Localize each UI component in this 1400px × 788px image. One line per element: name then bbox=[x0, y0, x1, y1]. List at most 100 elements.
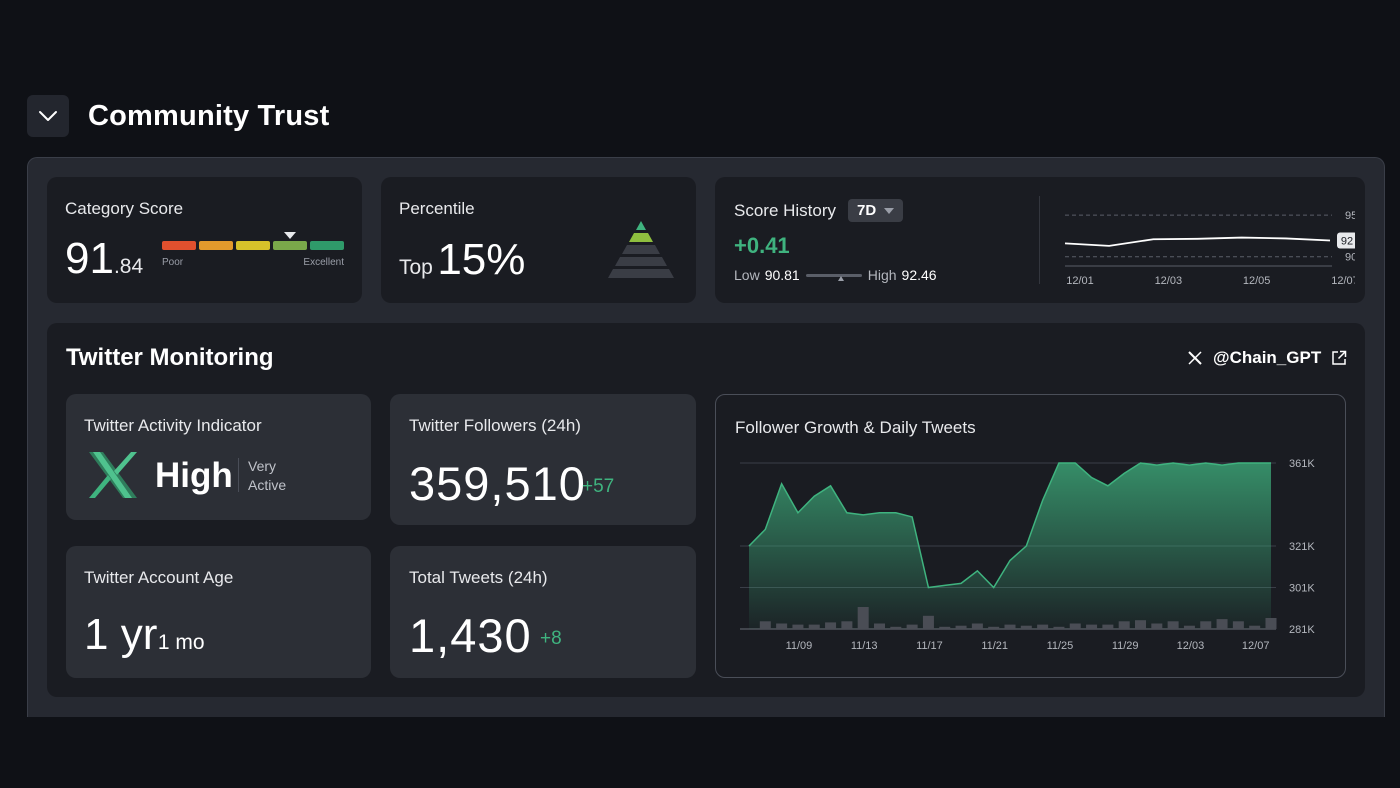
tweet-bar bbox=[776, 623, 788, 629]
range-dropdown[interactable]: 7D bbox=[848, 199, 904, 222]
x-tick-label: 12/07 bbox=[1331, 275, 1355, 287]
x-tick-label: 11/09 bbox=[786, 640, 813, 652]
activity-description: Very Active bbox=[248, 457, 286, 495]
twitter-activity-card: Twitter Activity Indicator High Very Act… bbox=[66, 394, 371, 520]
tweet-bar bbox=[955, 625, 967, 629]
activity-label: Twitter Activity Indicator bbox=[84, 416, 262, 435]
low-label: Low bbox=[734, 267, 760, 283]
tweet-bar bbox=[759, 621, 771, 629]
follower-growth-chart: 361K 321K 301K 281K 11/09 11/13 11/17 11/21 11/2… bbox=[740, 458, 1315, 652]
tweet-bar bbox=[1004, 624, 1016, 629]
tweet-bar bbox=[825, 622, 837, 629]
high-value: 92.46 bbox=[901, 267, 937, 283]
x-tick-label: 12/07 bbox=[1242, 640, 1270, 652]
tweet-bar bbox=[808, 624, 820, 629]
y-tick-label: 321K bbox=[1289, 541, 1315, 553]
scale-segment bbox=[199, 241, 233, 250]
tweet-bar bbox=[1069, 623, 1081, 629]
tweet-bar bbox=[1118, 621, 1130, 629]
y-tick-label: 281K bbox=[1289, 624, 1315, 636]
x-tick-label: 11/25 bbox=[1047, 640, 1074, 652]
percentile-number: 15% bbox=[437, 235, 526, 284]
twitter-monitoring-title: Twitter Monitoring bbox=[66, 344, 274, 371]
tweet-bar bbox=[890, 626, 902, 629]
twitter-followers-card: Twitter Followers (24h) 359,510 +57 bbox=[390, 394, 696, 525]
tweet-bar bbox=[939, 626, 951, 629]
range-marker-icon bbox=[837, 275, 844, 281]
scale-marker-icon bbox=[284, 232, 296, 239]
percentile-prefix: Top bbox=[399, 256, 433, 279]
pyramid-icon bbox=[608, 221, 674, 278]
range-bar bbox=[805, 273, 862, 281]
x-tick-label: 11/17 bbox=[916, 640, 943, 652]
scale-low-label: Poor bbox=[162, 257, 184, 268]
current-score-badge-text: 92 bbox=[1341, 235, 1353, 247]
x-tick-label: 11/21 bbox=[981, 640, 1008, 652]
followers-value: 359,510 bbox=[409, 457, 586, 510]
x-tick-label: 11/29 bbox=[1112, 640, 1139, 652]
account-age-value: 1 yr 1 mo bbox=[84, 610, 205, 660]
score-integer: 91 bbox=[65, 234, 114, 283]
tweet-bar bbox=[1102, 624, 1114, 629]
tweet-bar bbox=[922, 615, 934, 629]
followers-delta: +57 bbox=[582, 476, 615, 497]
scale-segment bbox=[236, 241, 270, 250]
tweet-bar bbox=[841, 621, 853, 629]
activity-desc-line1: Very bbox=[248, 458, 277, 474]
external-link-icon bbox=[1332, 350, 1347, 365]
scale-segment bbox=[310, 241, 344, 250]
tweet-bar bbox=[1020, 625, 1032, 629]
account-age-years: 1 yr bbox=[84, 610, 158, 659]
tweet-bar bbox=[1086, 624, 1098, 629]
x-logo-large-icon bbox=[89, 452, 137, 498]
collapse-button[interactable] bbox=[27, 95, 69, 137]
tweet-bar bbox=[857, 607, 869, 629]
score-decimal: .84 bbox=[113, 255, 144, 278]
y-tick-label: 90 bbox=[1345, 252, 1355, 264]
x-tick-label: 11/13 bbox=[851, 640, 878, 652]
tweet-bar bbox=[1167, 621, 1179, 629]
current-score-badge bbox=[1337, 232, 1355, 249]
category-score-label: Category Score bbox=[65, 199, 184, 218]
tweet-bar bbox=[792, 624, 804, 629]
chevron-down-icon bbox=[39, 111, 57, 121]
follower-chart-title: Follower Growth & Daily Tweets bbox=[735, 418, 976, 437]
score-history-card: Score History 7D +0.41 Low 90.81 High 92… bbox=[715, 177, 1365, 303]
section-title: Community Trust bbox=[88, 100, 330, 132]
score-history-label: Score History bbox=[734, 201, 837, 220]
tweet-bar bbox=[906, 624, 918, 629]
x-logo-icon bbox=[1188, 351, 1202, 365]
twitter-handle: @Chain_GPT bbox=[1213, 348, 1322, 367]
tweets-value: 1,430 bbox=[409, 609, 532, 662]
tweet-bar bbox=[1151, 623, 1163, 629]
tweet-bar bbox=[1053, 626, 1065, 629]
tweet-bar bbox=[1200, 621, 1212, 629]
score-scale: Poor Excellent bbox=[162, 232, 344, 271]
tweets-delta: +8 bbox=[540, 628, 562, 649]
account-age-label: Twitter Account Age bbox=[84, 568, 234, 587]
tweet-bar bbox=[874, 623, 885, 629]
followers-label: Twitter Followers (24h) bbox=[409, 416, 581, 435]
follower-line bbox=[748, 462, 1271, 589]
y-tick-label: 95 bbox=[1345, 210, 1355, 222]
x-tick-label: 12/03 bbox=[1155, 275, 1183, 287]
tweet-bar bbox=[1265, 618, 1277, 629]
activity-divider bbox=[238, 458, 239, 492]
tweet-bar bbox=[1232, 621, 1244, 629]
range-value: 7D bbox=[857, 202, 877, 219]
tweet-bar bbox=[1183, 625, 1195, 629]
follower-area bbox=[749, 463, 1271, 629]
scale-segment bbox=[273, 241, 307, 250]
low-value: 90.81 bbox=[764, 267, 800, 283]
account-age-card: Twitter Account Age 1 yr 1 mo bbox=[66, 546, 371, 678]
scale-segment bbox=[162, 241, 196, 250]
twitter-handle-link[interactable]: @Chain_GPT bbox=[1187, 348, 1347, 368]
score-history-chart: 95 90 92 12/01 12/03 12/05 12/07 bbox=[1064, 210, 1355, 287]
tweet-bar bbox=[971, 623, 983, 629]
tweets-label: Total Tweets (24h) bbox=[409, 568, 548, 587]
y-tick-label: 361K bbox=[1289, 458, 1315, 470]
x-tick-label: 12/05 bbox=[1243, 275, 1271, 287]
percentile-label: Percentile bbox=[399, 199, 475, 218]
divider bbox=[1039, 196, 1040, 284]
percentile-value: Top 15% bbox=[399, 235, 525, 285]
